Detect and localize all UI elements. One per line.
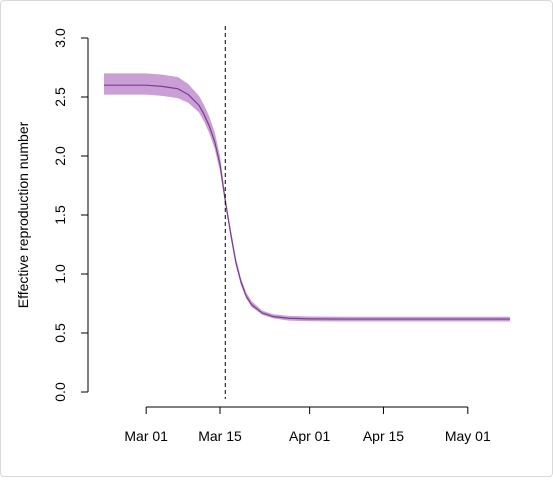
y-tick-label: 2.5 <box>52 87 68 107</box>
y-tick-label: 1.5 <box>52 205 68 225</box>
y-tick-label: 0.0 <box>52 382 68 402</box>
series-line-layer <box>104 84 510 320</box>
y-tick-label: 3.0 <box>52 28 68 48</box>
x-tick-label: Apr 01 <box>289 428 330 444</box>
y-axis-title: Effective reproduction number <box>15 121 31 308</box>
estimate-line <box>104 84 510 320</box>
y-tick-label: 1.0 <box>52 264 68 284</box>
x-axis: Mar 01 Mar 15 Apr 01 Apr 15 May 01 <box>124 406 491 444</box>
x-tick-label: Mar 01 <box>124 428 168 444</box>
y-tick-label: 2.0 <box>52 146 68 166</box>
y-axis: 0.0 0.5 1.0 1.5 2.0 2.5 3.0 <box>52 28 89 402</box>
confidence-band <box>104 73 510 322</box>
confidence-band-layer <box>104 73 510 322</box>
x-tick-label: Apr 15 <box>363 428 404 444</box>
x-tick-label: May 01 <box>445 428 491 444</box>
y-tick-label: 0.5 <box>52 323 68 343</box>
x-tick-label: Mar 15 <box>198 428 242 444</box>
